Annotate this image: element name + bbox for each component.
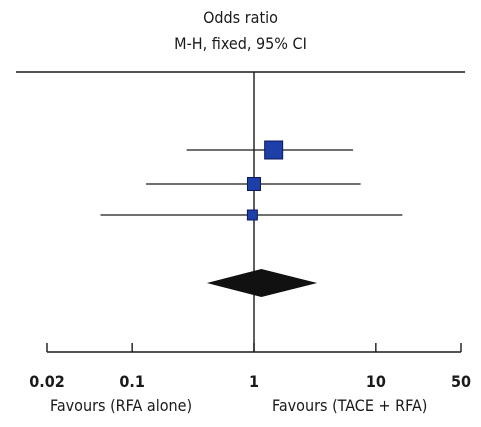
x-tick-label: 0.02 bbox=[29, 372, 65, 391]
study-marker bbox=[246, 209, 258, 221]
x-tick-label: 0.1 bbox=[119, 372, 145, 391]
pooled-diamond bbox=[206, 269, 318, 297]
x-tick-label: 1 bbox=[249, 372, 259, 391]
chart-subtitle: M-H, fixed, 95% CI bbox=[174, 34, 307, 53]
x-tick-label: 10 bbox=[366, 372, 386, 391]
study-marker bbox=[247, 177, 261, 191]
favours-left-label: Favours (RFA alone) bbox=[50, 396, 193, 415]
favours-right-label: Favours (TACE + RFA) bbox=[272, 396, 428, 415]
x-tick-label: 50 bbox=[451, 372, 471, 391]
chart-title: Odds ratio bbox=[203, 8, 278, 27]
study-marker bbox=[264, 140, 284, 160]
